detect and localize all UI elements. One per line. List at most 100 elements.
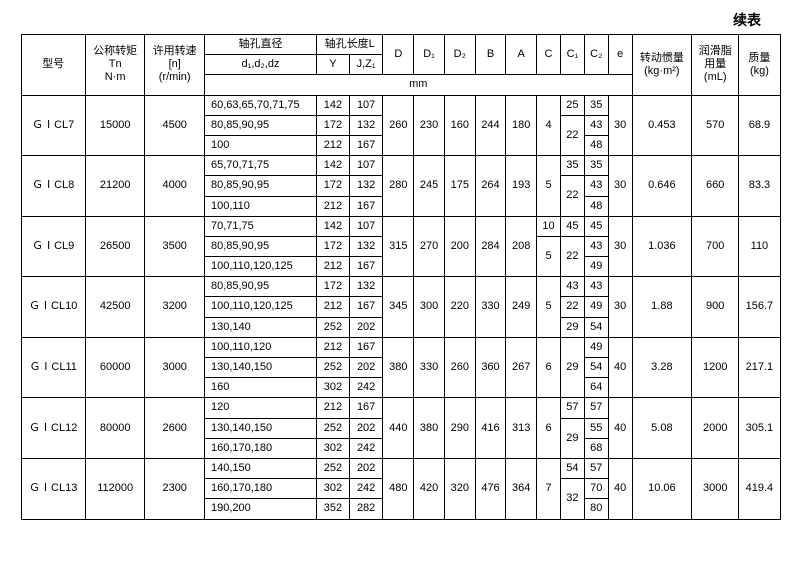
cell-C2: 64 [584,378,608,398]
cell-e: 30 [608,277,632,338]
cell-mass: 419.4 [739,458,780,519]
cell-n: 3500 [145,216,205,277]
cell-D: 260 [383,95,414,156]
cell-grease: 700 [692,216,739,277]
cell-d: 160,170,180 [204,479,316,499]
cell-Y: 212 [317,257,350,277]
cell-C: 6 [537,337,561,398]
cell-C: 10 [537,216,561,236]
cell-D1: 380 [414,398,445,459]
cell-tn: 60000 [85,337,145,398]
cell-D1: 300 [414,277,445,338]
cell-model: ＧⅠCL8 [21,156,85,217]
cell-d: 100,110 [204,196,316,216]
cell-C2: 54 [584,317,608,337]
cell-d: 130,140,150 [204,418,316,438]
cell-C2: 55 [584,418,608,438]
cell-B: 284 [475,216,506,277]
col-e: e [608,35,632,75]
cell-mass: 217.1 [739,337,780,398]
cell-C2: 54 [584,358,608,378]
cell-d: 120 [204,398,316,418]
cell-A: 180 [506,95,537,156]
cell-C2: 49 [584,297,608,317]
cell-C2: 49 [584,257,608,277]
cell-Y: 252 [317,358,350,378]
cell-C2: 48 [584,135,608,155]
cell-JZ: 107 [349,216,383,236]
cell-tn: 26500 [85,216,145,277]
cell-d: 140,150 [204,458,316,478]
cell-e: 30 [608,95,632,156]
cell-JZ: 242 [349,378,383,398]
cell-D2: 290 [444,398,475,459]
table-row: ＧⅠCL715000450060,63,65,70,71,75142107260… [21,95,780,115]
table-row: ＧⅠCL11600003000100,110,12021216738033026… [21,337,780,357]
col-bore-len: 轴孔长度L [317,35,383,55]
cell-Y: 212 [317,297,350,317]
cell-C1: 25 [560,95,584,115]
cell-n: 4000 [145,156,205,217]
cell-C: 4 [537,95,561,156]
cell-D1: 270 [414,216,445,277]
col-model: 型号 [21,35,85,96]
cell-JZ: 202 [349,358,383,378]
cell-d: 100,110,120,125 [204,257,316,277]
cell-B: 360 [475,337,506,398]
cell-mass: 156.7 [739,277,780,338]
col-mass: 质量(kg) [739,35,780,96]
table-body: ＧⅠCL715000450060,63,65,70,71,75142107260… [21,95,780,519]
cell-inertia: 0.646 [632,156,692,217]
cell-Y: 172 [317,176,350,196]
cell-e: 40 [608,337,632,398]
cell-D: 315 [383,216,414,277]
cell-D2: 175 [444,156,475,217]
cell-d: 60,63,65,70,71,75 [204,95,316,115]
cell-C: 5 [537,236,561,276]
cell-model: ＧⅠCL10 [21,277,85,338]
cell-D: 280 [383,156,414,217]
col-Y: Y [317,55,350,75]
cell-D2: 160 [444,95,475,156]
cell-C2: 70 [584,479,608,499]
cell-JZ: 167 [349,135,383,155]
cell-C1: 29 [560,317,584,337]
cell-C: 6 [537,398,561,459]
cell-C: 5 [537,156,561,217]
table-row: ＧⅠCL821200400065,70,71,75142107280245175… [21,156,780,176]
col-D1: D₁ [414,35,445,75]
cell-Y: 212 [317,337,350,357]
cell-C2: 68 [584,438,608,458]
cell-grease: 2000 [692,398,739,459]
cell-D1: 245 [414,156,445,217]
cell-JZ: 132 [349,115,383,135]
cell-C2: 49 [584,337,608,357]
cell-C2: 45 [584,216,608,236]
table-row: ＧⅠCL131120002300140,15025220248042032047… [21,458,780,478]
cell-JZ: 107 [349,95,383,115]
cell-Y: 172 [317,277,350,297]
cell-C2: 43 [584,236,608,256]
col-B: B [475,35,506,75]
col-JZ: J,Z₁ [349,55,383,75]
cell-A: 313 [506,398,537,459]
cell-C1: 43 [560,277,584,297]
cell-Y: 352 [317,499,350,519]
table-row: ＧⅠCL926500350070,71,75142107315270200284… [21,216,780,236]
cell-B: 264 [475,156,506,217]
cell-inertia: 10.06 [632,458,692,519]
cell-A: 193 [506,156,537,217]
cell-C1: 57 [560,398,584,418]
cell-C2: 35 [584,156,608,176]
cell-B: 244 [475,95,506,156]
cell-grease: 660 [692,156,739,217]
cell-d: 160 [204,378,316,398]
cell-JZ: 202 [349,458,383,478]
col-C: C [537,35,561,75]
cell-JZ: 167 [349,257,383,277]
spec-table: 型号公称转矩TnN·m许用转速[n](r/min)轴孔直径轴孔长度LDD₁D₂B… [21,34,781,520]
cell-JZ: 167 [349,196,383,216]
cell-Y: 142 [317,216,350,236]
cell-n: 4500 [145,95,205,156]
cell-model: ＧⅠCL13 [21,458,85,519]
